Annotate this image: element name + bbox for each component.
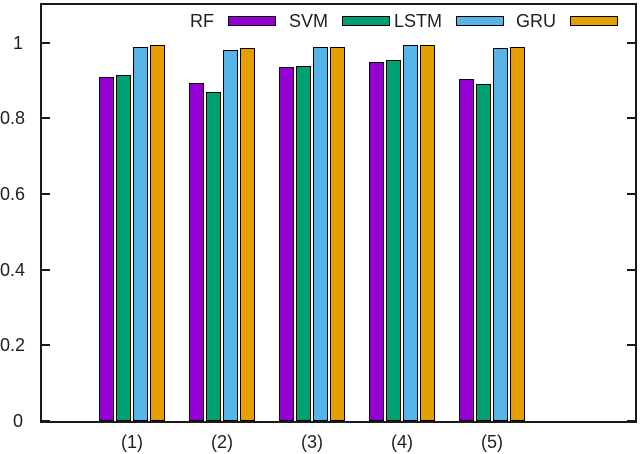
y-axis-tick: [42, 117, 50, 120]
y-axis-tick-mirror: [627, 420, 635, 422]
x-axis-tick-label: (3): [301, 432, 323, 452]
legend-item-svm: SVM: [276, 9, 390, 33]
y-axis-tick-mirror: [627, 117, 635, 120]
plot-area: RF SVM LSTM GRU: [40, 3, 637, 423]
legend-label: RF: [190, 10, 214, 31]
bar-gru-3: [330, 47, 345, 421]
bar-svm-5: [476, 84, 491, 421]
legend-label: LSTM: [393, 10, 442, 31]
bar-gru-5: [510, 47, 525, 421]
bar-rf-2: [189, 83, 204, 421]
y-axis-tick-mirror: [627, 41, 635, 44]
legend-label: GRU: [516, 10, 556, 31]
bar-lstm-1: [133, 47, 148, 421]
bar-lstm-5: [493, 48, 508, 421]
legend-label: SVM: [288, 10, 328, 31]
y-axis-tick: [42, 41, 50, 44]
y-axis-tick-label: 0.2: [0, 335, 26, 356]
legend-item-rf: RF: [162, 9, 276, 33]
bar-lstm-3: [313, 47, 328, 421]
legend: RF SVM LSTM GRU: [162, 9, 618, 33]
bar-rf-3: [279, 67, 294, 421]
bar-gru-2: [240, 48, 255, 421]
legend-swatch: [228, 16, 276, 26]
legend-item-lstm: LSTM: [390, 9, 504, 33]
y-axis-tick-mirror: [627, 268, 635, 271]
bar-svm-4: [386, 60, 401, 421]
bar-lstm-2: [223, 50, 238, 421]
y-axis-tick: [42, 344, 50, 347]
bar-rf-5: [459, 79, 474, 421]
bar-rf-4: [369, 62, 384, 421]
bar-gru-1: [150, 45, 165, 421]
x-axis-tick-label: (4): [391, 432, 413, 452]
legend-item-gru: GRU: [504, 9, 618, 33]
x-axis-tick-label: (5): [481, 432, 503, 452]
y-axis-tick-mirror: [627, 344, 635, 347]
x-axis-tick-label: (1): [121, 432, 143, 452]
y-axis-tick-label: 1: [12, 32, 23, 53]
y-axis-tick-label: 0: [12, 411, 23, 431]
bar-gru-4: [420, 45, 435, 421]
y-axis-tick: [42, 193, 50, 196]
y-axis-tick-mirror: [627, 193, 635, 196]
x-axis-tick-label: (2): [211, 432, 233, 452]
y-axis-tick: [42, 268, 50, 271]
y-axis-tick-label: 0.8: [0, 108, 26, 129]
legend-swatch: [342, 16, 390, 26]
bar-lstm-4: [403, 45, 418, 421]
legend-swatch: [456, 16, 504, 26]
y-axis-tick: [42, 420, 50, 422]
bar-rf-1: [99, 77, 114, 421]
bar-svm-3: [296, 66, 311, 421]
bar-svm-1: [116, 75, 131, 421]
legend-swatch: [570, 16, 618, 26]
bar-svm-2: [206, 92, 221, 421]
y-axis-tick-label: 0.4: [0, 259, 26, 280]
y-axis-tick-label: 0.6: [0, 184, 26, 205]
